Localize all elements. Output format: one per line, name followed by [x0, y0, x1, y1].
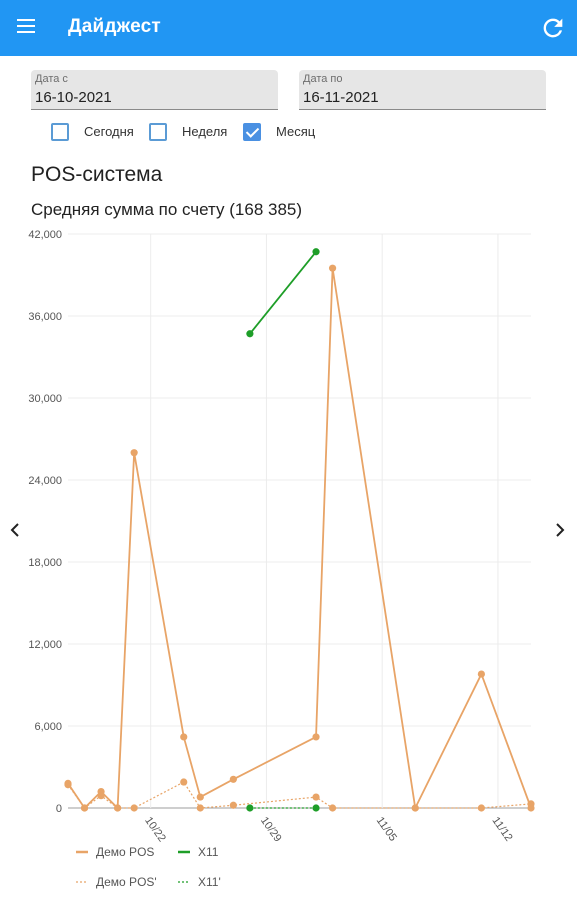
y-tick-label: 12,000: [28, 639, 62, 651]
date-from-field[interactable]: Дата с 16-10-2021: [31, 70, 278, 110]
data-point: [246, 804, 254, 812]
data-point: [527, 804, 535, 812]
week-checkbox[interactable]: [149, 123, 167, 141]
data-point: [97, 788, 105, 796]
data-point: [80, 804, 89, 812]
line-chart: 0 6,000 12,000 18,000 24,000 30,000 36,000 42,0…: [28, 229, 535, 889]
app-title: Дайджест: [68, 16, 161, 37]
data-point: [229, 775, 237, 783]
refresh-icon[interactable]: [539, 14, 567, 42]
data-point: [312, 248, 320, 256]
data-point: [477, 670, 485, 678]
date-from-label: Дата с: [35, 73, 68, 85]
x-tick-label: 10/22: [142, 815, 168, 844]
data-point: [114, 804, 122, 812]
data-point: [411, 804, 419, 812]
legend-label: X11: [198, 845, 219, 859]
legend-label: X11': [198, 875, 221, 889]
y-tick-label: 0: [56, 803, 62, 815]
y-tick-label: 42,000: [28, 229, 62, 241]
date-to-field[interactable]: Дата по 16-11-2021: [299, 70, 546, 110]
chevron-left-icon[interactable]: [7, 518, 23, 542]
chevron-right-icon[interactable]: [552, 518, 568, 542]
menu-icon[interactable]: [14, 16, 38, 40]
series-line: [67, 781, 532, 809]
data-point: [196, 793, 204, 801]
data-point: [312, 733, 320, 741]
y-tick-label: 30,000: [28, 393, 62, 405]
data-point: [130, 804, 138, 812]
today-label: Сегодня: [84, 124, 134, 139]
section-title: POS-система: [31, 163, 163, 186]
x-tick-label: 10/29: [258, 815, 284, 844]
y-tick-label: 18,000: [28, 557, 62, 569]
date-to-value: 16-11-2021: [303, 89, 379, 106]
data-point: [328, 264, 337, 272]
data-point: [180, 778, 188, 786]
data-point: [477, 804, 485, 812]
legend-label: Демо POS': [96, 875, 157, 889]
series-line: [249, 251, 317, 335]
data-point: [196, 804, 204, 812]
app-bar: Дайджест: [0, 0, 577, 56]
x-tick-label: 11/12: [489, 815, 514, 844]
data-point: [180, 733, 188, 741]
data-point: [312, 804, 320, 812]
legend-label: Демо POS: [96, 845, 154, 859]
y-tick-label: 24,000: [28, 475, 62, 487]
y-tick-label: 6,000: [34, 721, 62, 733]
date-from-value: 16-10-2021: [35, 89, 112, 106]
week-label: Неделя: [182, 124, 228, 139]
x-tick-label: 11/05: [374, 815, 399, 844]
data-point: [312, 793, 320, 801]
date-to-label: Дата по: [303, 73, 343, 85]
y-tick-label: 36,000: [28, 311, 62, 323]
data-point: [246, 330, 254, 338]
month-label: Месяц: [276, 124, 316, 139]
today-checkbox[interactable]: [51, 123, 69, 141]
data-point: [328, 804, 337, 812]
month-checkbox[interactable]: [243, 123, 261, 141]
series-line: [67, 267, 532, 809]
data-point: [229, 801, 237, 809]
data-point: [130, 449, 138, 457]
data-point: [64, 779, 72, 788]
chart-title: Средняя сумма по счету (168 385): [31, 200, 303, 219]
